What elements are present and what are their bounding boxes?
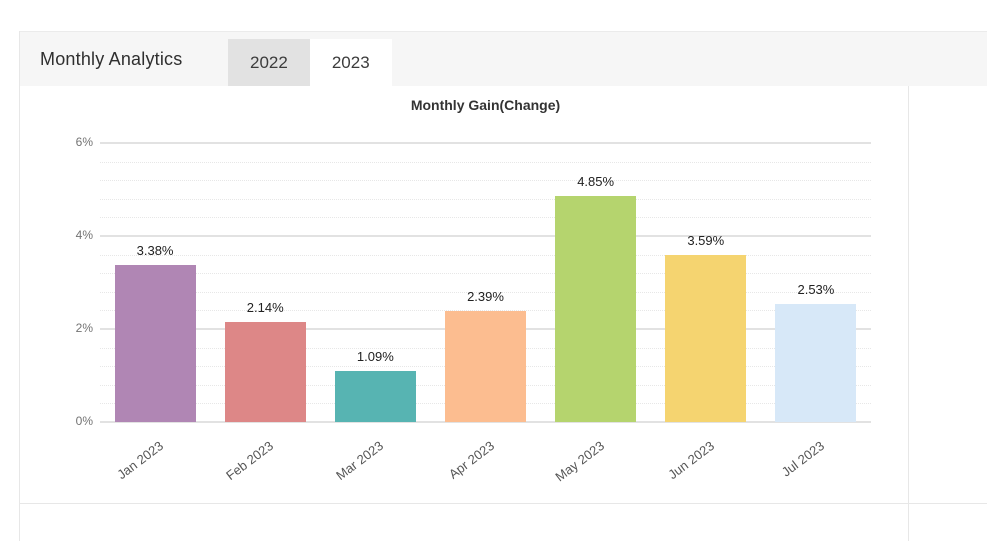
tab-2022[interactable]: 2022 — [228, 39, 310, 87]
major-gridline — [100, 421, 871, 423]
minor-gridline — [100, 254, 871, 256]
y-axis-tick: 4% — [75, 228, 93, 242]
bar-may-2023[interactable] — [555, 196, 637, 422]
bar-value-label: 2.14% — [246, 300, 284, 316]
x-axis-label: Jul 2023 — [778, 438, 827, 480]
x-axis-label: Feb 2023 — [223, 438, 277, 484]
minor-gridline — [100, 180, 871, 182]
panel-border-bottom — [19, 503, 987, 504]
major-gridline — [100, 142, 871, 144]
minor-gridline — [100, 161, 871, 163]
bar-apr-2023[interactable] — [445, 310, 526, 422]
bar-value-label: 2.53% — [797, 282, 835, 298]
x-axis-label: May 2023 — [552, 438, 607, 485]
y-axis-tick: 2% — [75, 321, 93, 335]
chart-title: Monthly Gain(Change) — [410, 97, 561, 113]
bar-value-label: 4.85% — [577, 174, 615, 190]
monthly-gain-chart: Monthly Gain(Change) 0% 2% 4% 6% 3.38% Jan 20… — [20, 86, 908, 503]
x-axis-label: Mar 2023 — [333, 438, 387, 484]
x-axis-label: Jun 2023 — [665, 438, 717, 483]
major-gridline — [100, 235, 871, 237]
minor-gridline — [100, 273, 871, 275]
bar-mar-2023[interactable] — [334, 371, 416, 422]
x-axis-label: Jan 2023 — [114, 438, 167, 483]
bar-jun-2023[interactable] — [665, 255, 747, 422]
page-title: Monthly Analytics — [40, 49, 183, 69]
bar-jul-2023[interactable] — [775, 304, 857, 422]
minor-gridline — [100, 198, 871, 200]
tab-2023[interactable]: 2023 — [309, 39, 392, 88]
bar-value-label: 3.38% — [136, 242, 174, 258]
panel-border-left — [19, 31, 20, 541]
y-axis-tick: 0% — [75, 414, 93, 428]
minor-gridline — [100, 291, 871, 293]
minor-gridline — [100, 217, 871, 219]
y-axis-tick: 6% — [75, 135, 93, 149]
bar-jan-2023[interactable] — [114, 264, 196, 422]
bar-feb-2023[interactable] — [224, 322, 306, 422]
year-tabs: 2022 2023 — [228, 39, 392, 88]
bar-value-label: 3.59% — [687, 233, 725, 249]
bar-value-label: 1.09% — [356, 349, 394, 365]
bar-value-label: 2.39% — [467, 288, 504, 304]
x-axis-label: Apr 2023 — [445, 438, 497, 482]
panel-border-right — [908, 86, 909, 541]
header-bar: Monthly Analytics 2022 2023 — [19, 31, 987, 88]
